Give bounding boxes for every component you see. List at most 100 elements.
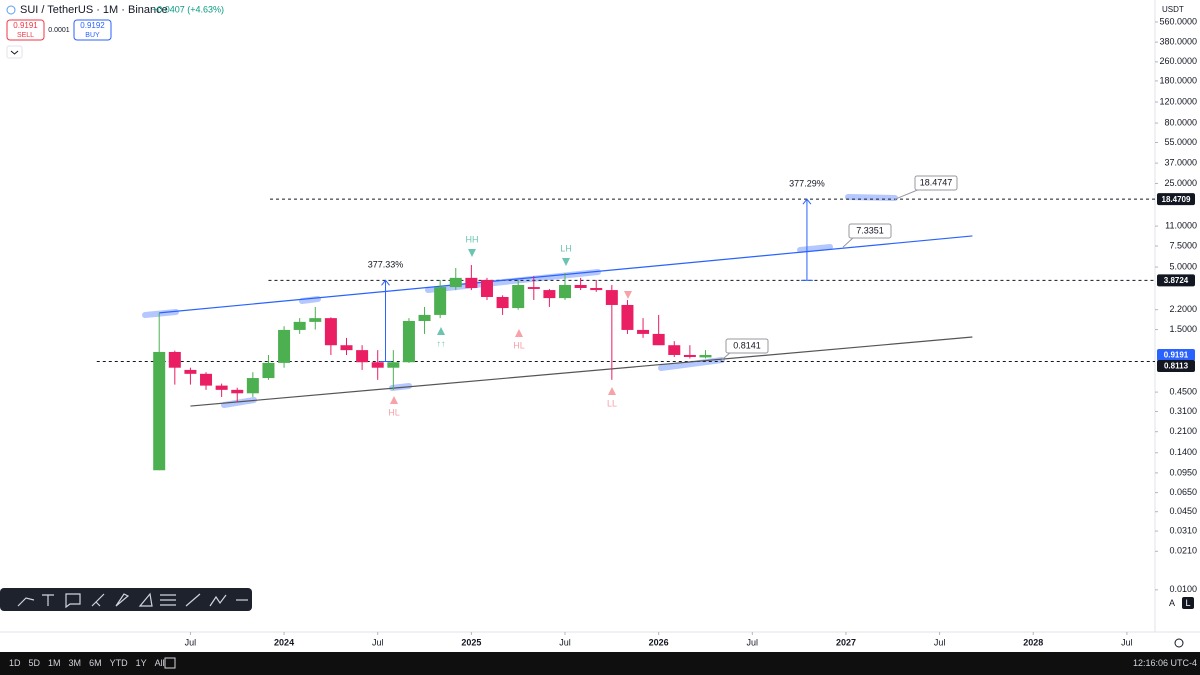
price-tag (1157, 193, 1195, 206)
buy-button[interactable] (73, 19, 112, 41)
swing-marker (390, 396, 398, 404)
tool-icon[interactable] (185, 593, 201, 607)
candle-body (371, 362, 384, 368)
y-tick-label: 55.0000 (1164, 137, 1197, 147)
toolbar-bg (0, 588, 252, 611)
candle-body (637, 329, 650, 334)
y-tick-label: 180.0000 (1159, 75, 1197, 85)
candle-body (340, 345, 353, 351)
price-tag (1157, 349, 1195, 362)
candle-body (184, 369, 197, 374)
candle-body (465, 277, 478, 289)
candle-body (605, 290, 618, 305)
candle-body (574, 284, 587, 289)
log-label: L (1185, 598, 1190, 608)
x-tick-label: Jul (372, 637, 384, 647)
candle-body (590, 288, 603, 291)
swing-marker (562, 258, 570, 266)
tool-icon[interactable] (91, 593, 105, 607)
interval-button[interactable]: 3M (69, 658, 82, 668)
drawing-toolbar (0, 588, 252, 611)
candle-body (262, 362, 275, 379)
interval-button[interactable]: 1M (48, 658, 61, 668)
auto-scale[interactable]: A (1169, 598, 1175, 608)
swing-marker (515, 329, 523, 337)
candle-body (480, 279, 493, 297)
interval-button[interactable]: 1Y (136, 658, 147, 668)
candle-body (621, 304, 634, 330)
sell-button[interactable] (6, 19, 45, 41)
tool-icon[interactable] (209, 594, 227, 607)
swing-label: HH (466, 234, 479, 244)
currency: USDT (1162, 5, 1184, 14)
header: SUI / TetherUS · 1M · Binance +0.0407 (+… (6, 4, 1184, 59)
sell-price: 0.9191 (13, 21, 38, 30)
y-tick-label: 0.1400 (1169, 447, 1197, 457)
interval-button[interactable]: 5D (29, 658, 41, 668)
interval-bar: 1D 5D 1M 3M 6M YTD 1Y All (9, 658, 165, 668)
swing-marker (624, 291, 632, 299)
candle-body (153, 351, 166, 471)
y-tick-label: 1.5000 (1169, 324, 1197, 334)
price-tag-label: 0.8113 (1164, 362, 1189, 371)
interval-button[interactable]: YTD (110, 658, 129, 668)
callout-box (914, 175, 958, 191)
x-tick-label: 2024 (274, 637, 294, 647)
y-tick-label: 260.0000 (1159, 56, 1197, 66)
callout-box (725, 338, 769, 354)
tool-icon[interactable] (138, 592, 153, 607)
log-button[interactable] (1182, 597, 1194, 609)
y-tick-label: 0.0950 (1169, 467, 1197, 477)
interval-button[interactable]: All (155, 658, 165, 668)
price-tag (1157, 360, 1195, 373)
y-tick-label: 0.0310 (1169, 525, 1197, 535)
tool-icon[interactable] (160, 594, 176, 606)
settings-icon[interactable] (1174, 638, 1184, 648)
date-range-icon[interactable] (164, 657, 176, 669)
candle-body (387, 362, 400, 368)
candle-body (356, 350, 369, 363)
callout-box (848, 223, 892, 239)
tool-icon[interactable] (65, 593, 81, 609)
candle-body (496, 296, 509, 309)
candle-body (668, 345, 681, 355)
y-tick-label: 11.0000 (1165, 220, 1197, 230)
buy-price: 0.9192 (80, 21, 105, 30)
swing-marker (468, 249, 476, 257)
candle-body (215, 385, 228, 390)
y-tick-label: 0.0100 (1169, 584, 1197, 594)
tool-icon[interactable] (17, 597, 35, 607)
y-tick-label: 25.0000 (1164, 178, 1197, 188)
sell-label: SELL (17, 32, 34, 39)
measure-arrow (381, 279, 390, 286)
x-tick-label: 2028 (1023, 637, 1043, 647)
x-tick-label: 2026 (649, 637, 669, 647)
swing-marker (437, 327, 445, 335)
trend-line (159, 235, 973, 314)
tool-icon[interactable] (115, 593, 130, 607)
candle-body (309, 318, 322, 322)
interval-button[interactable]: 1D (9, 658, 21, 668)
measure-label: 377.33% (368, 260, 404, 270)
interval-button[interactable]: 6M (89, 658, 102, 668)
bottom-bar (0, 652, 1200, 675)
y-tick-label: 0.0210 (1169, 546, 1197, 556)
collapse-button[interactable] (6, 45, 23, 59)
tool-icon[interactable] (42, 594, 54, 606)
chevron-icon (10, 50, 19, 55)
x-tick-label: Jul (559, 637, 571, 647)
candle-body (512, 284, 525, 309)
candle-body (559, 284, 572, 299)
y-tick-label: 0.4500 (1169, 386, 1197, 396)
candle-body (543, 290, 556, 299)
candle-body (231, 389, 244, 394)
price-tag-label: 18.4709 (1162, 195, 1191, 204)
y-tick-label: 5.0000 (1169, 261, 1197, 271)
candle-body (200, 373, 213, 386)
callout-label: 18.4747 (920, 177, 953, 187)
candle-body (278, 329, 291, 363)
y-tick-label: 7.5000 (1169, 240, 1197, 250)
candle-body (246, 378, 259, 394)
